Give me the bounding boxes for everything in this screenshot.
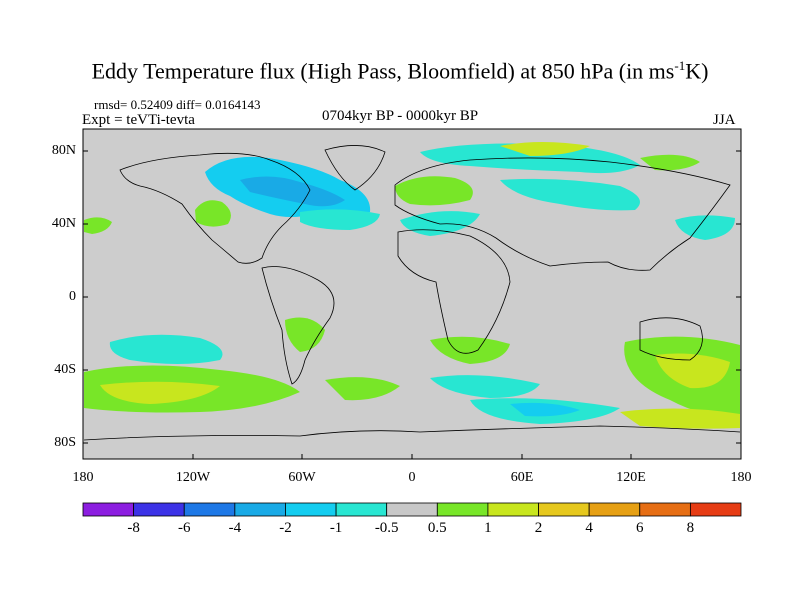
stats-text: rmsd= 0.52409 diff= 0.0164143 bbox=[94, 97, 261, 112]
colorbar-label: -0.5 bbox=[374, 520, 399, 536]
coast-africa bbox=[397, 229, 511, 354]
patch-na-pos-west2 bbox=[84, 217, 112, 234]
coast-north-america bbox=[119, 152, 311, 264]
colorbar-label: 1 bbox=[484, 520, 492, 536]
colorbar-swatch bbox=[335, 502, 388, 517]
lat-tick-40n: 40N bbox=[51, 216, 76, 231]
colorbar-label: 4 bbox=[585, 520, 593, 536]
patch-sa-pos bbox=[285, 317, 325, 352]
colorbar-swatch bbox=[639, 502, 691, 517]
colorbar-swatch bbox=[386, 502, 438, 517]
colorbar-swatch bbox=[133, 502, 185, 517]
lat-tick-80n: 80N bbox=[51, 143, 76, 158]
colorbar-label: 8 bbox=[686, 520, 695, 536]
colorbar-label: -1 bbox=[329, 520, 343, 536]
colorbar-swatch bbox=[689, 502, 742, 517]
patch-atl-neg bbox=[300, 209, 380, 230]
colorbar-label: -8 bbox=[127, 520, 140, 536]
colorbar-swatch bbox=[588, 502, 641, 517]
lon-tick-180w: 180 bbox=[72, 470, 94, 485]
experiment-label: Expt = teVTi-tevta bbox=[82, 112, 195, 128]
patch-chukchi-pos bbox=[640, 154, 700, 171]
colorbar-label: 0.5 bbox=[427, 520, 447, 536]
coast-greenland bbox=[324, 145, 386, 191]
patch-so-core-west bbox=[100, 381, 220, 404]
colorbar-swatch bbox=[285, 502, 337, 517]
lon-tick-60e: 60E bbox=[510, 470, 534, 485]
colorbar-swatch bbox=[436, 502, 489, 517]
lon-tick-0: 0 bbox=[408, 470, 416, 485]
lon-tick-180e: 180 bbox=[730, 470, 752, 485]
patch-so-neg-core bbox=[510, 402, 580, 417]
colorbar-label: -4 bbox=[228, 520, 242, 536]
lon-tick-60w: 60W bbox=[288, 470, 316, 485]
season-label: JJA bbox=[713, 112, 736, 128]
axis-ticks bbox=[82, 150, 742, 459]
lat-tick-40s: 40S bbox=[54, 362, 76, 377]
lat-tick-0: 0 bbox=[69, 289, 76, 304]
patch-na-pos-west bbox=[195, 200, 231, 227]
colorbar-label: -6 bbox=[177, 520, 191, 536]
patch-na-neg-core bbox=[240, 176, 345, 207]
anomaly-patches bbox=[84, 142, 740, 429]
colorbar-swatch bbox=[487, 502, 539, 517]
patch-asia-neg bbox=[500, 178, 640, 211]
chart-title: Eddy Temperature flux (High Pass, Bloomf… bbox=[91, 58, 709, 84]
lon-tick-120w: 120W bbox=[175, 470, 211, 485]
colorbar-swatch bbox=[538, 502, 590, 517]
coast-eurasia bbox=[394, 157, 731, 271]
colorbar bbox=[82, 502, 742, 517]
colorbar-swatch bbox=[234, 502, 286, 517]
colorbar-swatch bbox=[82, 502, 135, 517]
patch-so-pos-east bbox=[620, 408, 740, 429]
coastlines bbox=[83, 145, 741, 441]
colorbar-swatch bbox=[183, 502, 236, 517]
patch-arctic-pos bbox=[500, 142, 590, 156]
coast-south-america bbox=[261, 266, 335, 385]
coast-australia bbox=[639, 317, 703, 361]
period-label: 0704kyr BP - 0000kyr BP bbox=[322, 108, 479, 124]
patch-aus-core bbox=[655, 353, 730, 389]
lon-tick-120e: 120E bbox=[616, 470, 646, 485]
patch-europe-pos bbox=[395, 176, 473, 206]
colorbar-label: -2 bbox=[279, 520, 292, 536]
lat-tick-80s: 80S bbox=[54, 435, 76, 450]
patch-sh-pacific-neg bbox=[109, 334, 223, 364]
colorbar-label: 6 bbox=[636, 520, 644, 536]
patch-so-pos-mid bbox=[325, 377, 400, 401]
coast-antarctica bbox=[83, 425, 741, 441]
colorbar-label: 2 bbox=[534, 520, 543, 536]
patch-indian-neg bbox=[430, 375, 540, 398]
patch-asia-neg2 bbox=[675, 215, 735, 240]
